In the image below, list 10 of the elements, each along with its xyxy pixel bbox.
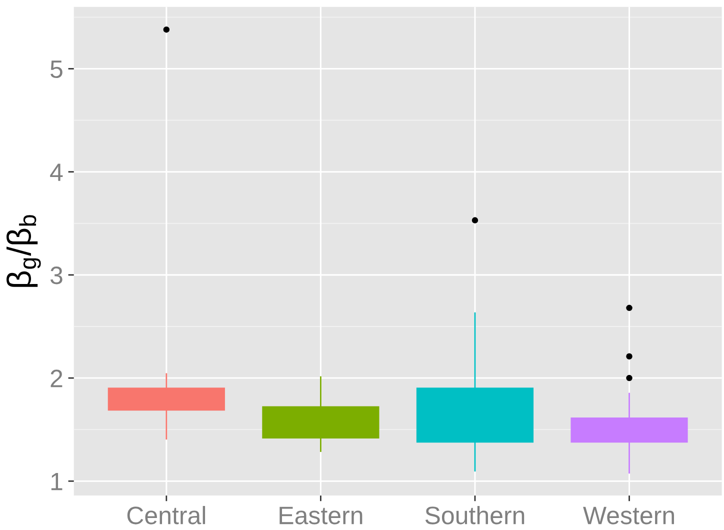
x-tick-label: Western [583,506,674,524]
x-tick-label: Central [127,506,206,524]
y-tick-label: 5 [50,60,62,78]
y-tick-label: 3 [50,266,62,284]
y-tick-label: 1 [51,472,62,490]
y-axis-title: β$_{g}$/β$_{b}$ [6,215,41,287]
y-tick-label: 4 [50,164,63,181]
y-tick-label: 2 [50,370,62,388]
x-tick-label: Southern [425,506,524,524]
x-tick-label: Eastern [280,506,362,524]
